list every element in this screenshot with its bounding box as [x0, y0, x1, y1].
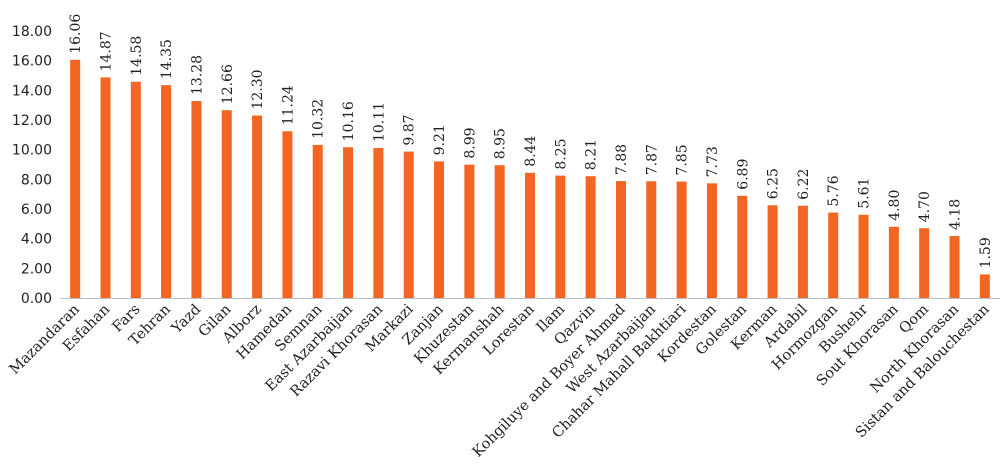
bar	[434, 161, 445, 298]
bar	[676, 181, 687, 298]
value-labels-group: 16.06 14.87 14.58 14.35 13.28 12.66 12.30 11.24…	[68, 14, 994, 269]
bar	[494, 165, 505, 298]
bar-value-label: 16.06	[68, 14, 84, 54]
bar	[282, 131, 293, 298]
bar	[858, 214, 869, 298]
bar-value-label: 9.87	[402, 114, 418, 145]
y-tick-label: 16.00	[12, 54, 52, 70]
bar-value-label: 8.95	[493, 128, 509, 159]
category-labels-group: MazandaranEsfahanFarsTehranYazdGilanAlbo…	[7, 301, 993, 460]
bar	[252, 115, 263, 298]
bar-value-label: 7.73	[705, 146, 721, 177]
bar-value-label: 8.44	[523, 136, 539, 167]
bar	[373, 148, 384, 298]
bar	[555, 175, 566, 298]
bar	[949, 235, 960, 298]
y-axis-ticks: 0.00 2.00 4.00 6.00 8.00 10.00 12.00 14.00 16.00…	[12, 24, 52, 307]
y-tick-label: 18.00	[12, 24, 52, 40]
bar-value-label: 11.24	[280, 85, 296, 125]
bar	[767, 205, 778, 298]
bar-value-label: 14.35	[159, 39, 175, 79]
bar	[525, 172, 535, 298]
y-tick-label: 8.00	[21, 172, 52, 188]
bar-value-label: 9.21	[432, 124, 448, 155]
bar-value-label: 8.25	[553, 138, 569, 169]
y-tick-label: 6.00	[21, 202, 52, 218]
bar	[615, 181, 626, 298]
bar	[464, 164, 475, 298]
bar-value-label: 8.99	[462, 127, 478, 158]
bar-value-label: 5.61	[857, 178, 873, 209]
bar	[403, 151, 414, 298]
bar	[888, 226, 899, 298]
bar-value-label: 14.87	[98, 31, 114, 71]
bar	[979, 274, 990, 298]
bar-value-label: 6.25	[766, 168, 782, 199]
bar	[70, 59, 81, 298]
bar	[828, 212, 839, 298]
bar	[706, 183, 717, 298]
bar-value-label: 7.87	[644, 144, 660, 175]
y-tick-label: 14.00	[12, 83, 52, 99]
bar-value-label: 7.85	[675, 144, 691, 175]
y-tick-label: 4.00	[21, 232, 52, 248]
bar-value-label: 8.21	[584, 139, 600, 170]
y-tick-label: 10.00	[12, 143, 52, 159]
bar	[797, 205, 808, 298]
bar	[343, 147, 354, 298]
bar	[161, 85, 172, 299]
bar	[191, 101, 202, 298]
bar-value-label: 13.28	[189, 55, 205, 95]
bar-value-label: 7.88	[614, 144, 630, 175]
y-tick-label: 0.00	[21, 291, 52, 307]
bar	[646, 181, 657, 298]
bar	[312, 144, 323, 298]
bar	[100, 77, 111, 298]
bar-value-label: 4.70	[917, 191, 933, 222]
bar	[919, 228, 930, 298]
y-tick-label: 12.00	[12, 113, 52, 129]
bar-value-label: 12.66	[220, 64, 236, 104]
bar	[585, 176, 596, 298]
bar-value-label: 10.16	[341, 101, 357, 141]
bar-value-label: 1.59	[978, 237, 994, 268]
bar-value-label: 6.89	[735, 159, 751, 190]
bar-value-label: 5.76	[826, 175, 842, 206]
bar-value-label: 12.30	[250, 69, 266, 109]
bar-value-label: 4.80	[887, 190, 903, 221]
bar-value-label: 14.58	[129, 36, 145, 76]
bars-group	[70, 59, 990, 299]
bar-value-label: 4.18	[948, 199, 964, 230]
bar	[737, 195, 748, 298]
bar	[130, 81, 141, 298]
bar-value-label: 10.11	[371, 102, 387, 142]
y-tick-label: 2.00	[21, 261, 52, 277]
bar	[221, 110, 232, 299]
bar-value-label: 10.32	[311, 99, 327, 139]
bar-value-label: 6.22	[796, 169, 812, 200]
